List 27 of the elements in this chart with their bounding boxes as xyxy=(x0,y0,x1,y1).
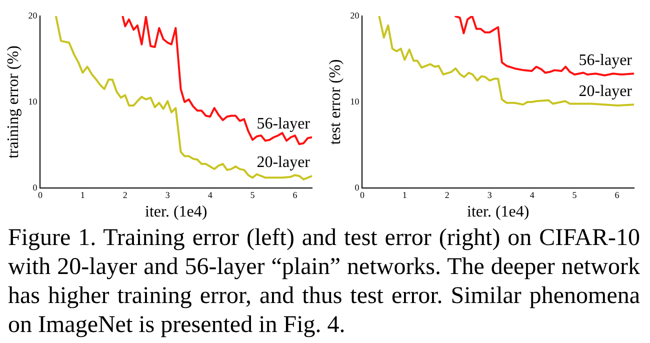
y-axis-title: test error (%) xyxy=(326,59,344,145)
x-tick-label: 2 xyxy=(122,190,128,200)
x-tick-label: 1 xyxy=(402,190,407,200)
x-axis-title: iter. (1e4) xyxy=(145,204,208,221)
x-tick-label: 5 xyxy=(572,190,578,200)
series-label: 20-layer xyxy=(578,82,633,100)
y-tick-label: 0 xyxy=(354,182,360,192)
x-tick-label: 6 xyxy=(614,190,620,200)
x-tick-label: 4 xyxy=(208,190,213,200)
x-tick-label: 3 xyxy=(165,190,170,200)
caption: Figure 1. Training error (left) and test error (right) on CIFAR-10 with 20-layer and 56-layer “plain” networks. The deeper network has higher training error, and thus test error. Similar phenomena on ImageNet is presented in Fig. 4. xyxy=(8,224,640,340)
x-tick-label: 3 xyxy=(487,190,492,200)
y-axis-title: training error (%) xyxy=(4,46,22,158)
series-label: 20-layer xyxy=(256,154,311,172)
y-tick-label: 20 xyxy=(350,10,360,20)
x-tick-label: 5 xyxy=(250,190,256,200)
x-axis-title: iter. (1e4) xyxy=(467,204,530,221)
x-tick-label: 6 xyxy=(292,190,298,200)
series-label: 56-layer xyxy=(578,52,633,69)
y-tick-label: 20 xyxy=(28,10,38,20)
series-label: 56-layer xyxy=(256,115,311,132)
y-tick-label: 10 xyxy=(350,96,360,106)
x-tick-label: 1 xyxy=(80,190,85,200)
x-tick-label: 2 xyxy=(444,190,450,200)
y-tick-label: 0 xyxy=(32,182,38,192)
y-tick-label: 10 xyxy=(28,96,38,106)
x-tick-label: 4 xyxy=(530,190,535,200)
